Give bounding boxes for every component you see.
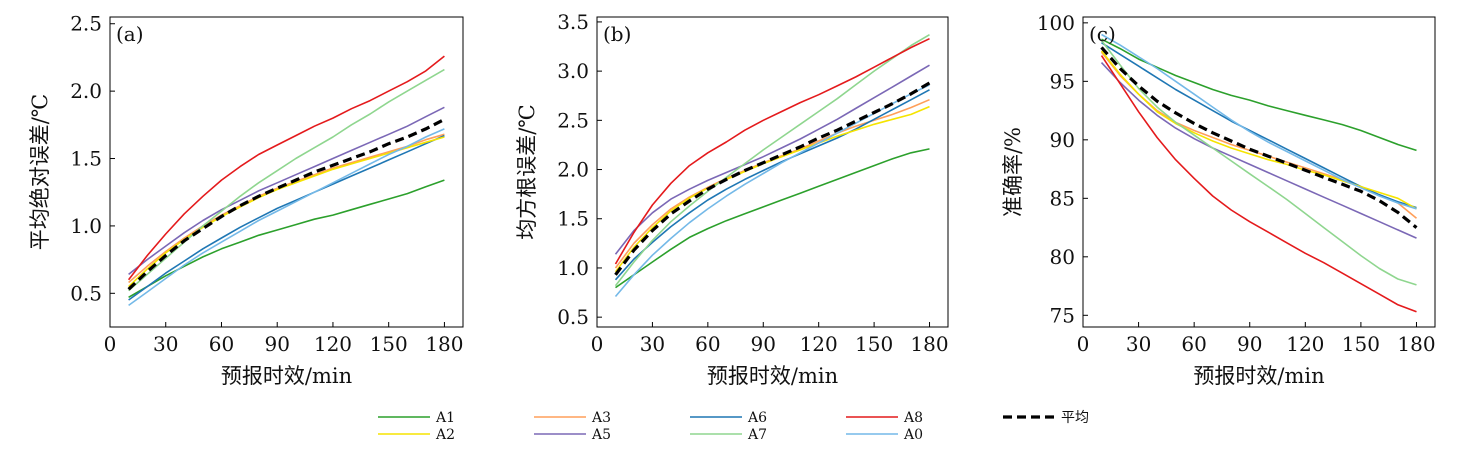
legend-item-a7: A7 xyxy=(690,427,767,443)
x-tick-label: 60 xyxy=(1181,332,1206,356)
series-line-a8 xyxy=(614,37,930,265)
y-tick-label: 85 xyxy=(1050,186,1075,210)
panel-label: (a) xyxy=(116,22,144,46)
legend-item-mean: 平均 xyxy=(1003,410,1089,426)
series-line-a8 xyxy=(1100,55,1417,313)
panel-1: 0 30 60 90 120 150 180 0.5 1.0 1.5 2.0 2.5 (a) 预报时效/m… xyxy=(28,12,464,388)
y-axis-title: 平均绝对误差/℃ xyxy=(28,94,52,251)
y-tick-label: 1.5 xyxy=(70,147,102,171)
series-line-a0 xyxy=(128,128,445,307)
series-line-a2 xyxy=(614,105,930,273)
series-line-a7 xyxy=(614,34,930,287)
x-tick-label: 30 xyxy=(1126,332,1151,356)
x-tick-label: 180 xyxy=(910,332,948,356)
x-tick-label: 120 xyxy=(800,332,838,356)
x-tick-label: 60 xyxy=(209,332,234,356)
legend-label: A3 xyxy=(591,410,611,426)
y-tick-label: 90 xyxy=(1050,128,1075,152)
legend-label: A8 xyxy=(903,410,923,426)
x-tick-label: 0 xyxy=(104,332,117,356)
legend-label: A7 xyxy=(747,427,767,443)
legend-item-a8: A8 xyxy=(846,410,923,426)
y-tick-label: 0.5 xyxy=(70,281,102,305)
legend-label: 平均 xyxy=(1061,410,1089,426)
legend-item-a1: A1 xyxy=(378,410,455,426)
x-tick-label: 150 xyxy=(1342,332,1380,356)
plot-frame xyxy=(109,16,464,328)
y-tick-label: 95 xyxy=(1050,69,1075,93)
x-tick-label: 150 xyxy=(855,332,893,356)
series-line-a2 xyxy=(128,136,445,288)
series-line-a7 xyxy=(128,68,445,292)
x-tick-label: 0 xyxy=(591,332,604,356)
series-line-a0 xyxy=(1101,33,1417,210)
x-tick-label: 30 xyxy=(153,332,178,356)
panel-label: (b) xyxy=(603,22,631,46)
series-line-mean xyxy=(614,81,931,276)
y-tick-label: 75 xyxy=(1050,303,1075,327)
y-tick-label: 2.5 xyxy=(70,12,102,36)
legend-item-a5: A5 xyxy=(534,427,611,443)
x-tick-label: 30 xyxy=(640,332,665,356)
plot-frame xyxy=(1082,16,1436,328)
legend-label: A5 xyxy=(591,427,611,443)
legend-label: A6 xyxy=(747,410,767,426)
x-axis-title: 预报时效/min xyxy=(707,364,838,388)
series-line-a5 xyxy=(614,64,930,255)
x-tick-label: 180 xyxy=(1397,332,1435,356)
x-tick-label: 60 xyxy=(695,332,720,356)
x-tick-label: 90 xyxy=(751,332,776,356)
y-tick-label: 1.5 xyxy=(557,207,589,231)
y-axis-title: 准确率/% xyxy=(1001,127,1025,217)
y-tick-label: 80 xyxy=(1050,245,1075,269)
x-axis-title: 预报时效/min xyxy=(221,364,352,388)
series-line-a5 xyxy=(1100,62,1417,239)
x-tick-label: 120 xyxy=(314,332,352,356)
x-tick-label: 120 xyxy=(1286,332,1324,356)
legend-label: A0 xyxy=(903,427,923,443)
x-tick-label: 90 xyxy=(1237,332,1262,356)
y-tick-label: 1.0 xyxy=(70,214,102,238)
x-axis-title: 预报时效/min xyxy=(1193,364,1324,388)
y-tick-label: 3.5 xyxy=(557,10,589,34)
series-line-a1 xyxy=(615,148,930,289)
panel-2: 0 30 60 90 120 150 180 0.5 1.0 1.5 2.0 2.5 3.0 3.5 (b)… xyxy=(515,10,949,388)
x-tick-label: 0 xyxy=(1077,332,1090,356)
y-tick-label: 2.0 xyxy=(557,158,589,182)
series-line-a1 xyxy=(1101,38,1417,152)
legend-item-a0: A0 xyxy=(846,427,923,443)
y-tick-label: 100 xyxy=(1037,11,1075,35)
panel-3: 0 30 60 90 120 150 180 75 80 85 90 95 100 (c) 预报时效/min… xyxy=(1001,11,1436,388)
series-line-a8 xyxy=(127,55,445,281)
series-line-a3 xyxy=(614,98,930,269)
y-tick-label: 1.0 xyxy=(557,256,589,280)
series-line-a5 xyxy=(128,106,445,276)
y-tick-label: 3.0 xyxy=(557,59,589,83)
series-line-a6 xyxy=(614,89,930,281)
legend-label: A2 xyxy=(435,427,455,443)
x-tick-label: 150 xyxy=(370,332,408,356)
series-line-a6 xyxy=(128,134,445,301)
legend-label: A1 xyxy=(435,410,455,426)
series-line-a7 xyxy=(1100,39,1417,286)
series-line-mean xyxy=(1100,46,1418,229)
plot-frame xyxy=(596,16,949,328)
legend-item-a6: A6 xyxy=(690,410,767,426)
series-line-a2 xyxy=(1100,50,1417,210)
y-tick-label: 0.5 xyxy=(557,305,589,329)
panel-label: (c) xyxy=(1089,22,1116,46)
legend-item-a3: A3 xyxy=(534,410,611,426)
y-axis-title: 均方根误差/℃ xyxy=(515,104,539,240)
y-tick-label: 2.0 xyxy=(70,79,102,103)
legend-item-a2: A2 xyxy=(378,427,455,443)
y-tick-label: 2.5 xyxy=(557,108,589,132)
x-tick-label: 90 xyxy=(264,332,289,356)
x-tick-label: 180 xyxy=(425,332,463,356)
